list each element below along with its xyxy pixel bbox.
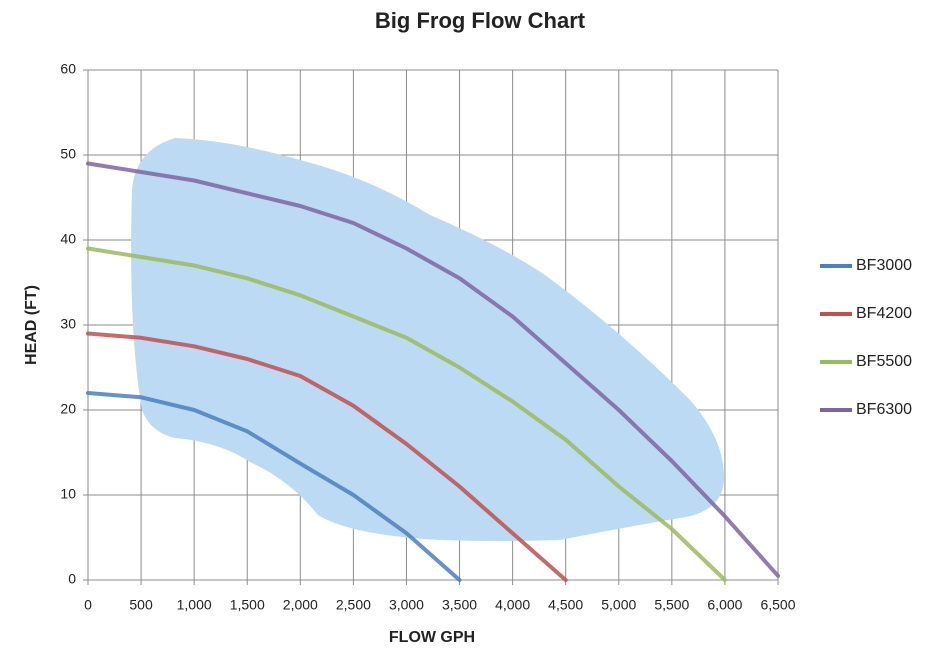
series-line <box>86 391 462 582</box>
x-tick-label: 5,000 <box>601 597 636 613</box>
legend-label: BF6300 <box>856 401 912 418</box>
x-tick-label: 5,500 <box>654 597 689 613</box>
legend-label: BF5500 <box>856 353 912 370</box>
x-tick-label: 500 <box>129 597 153 613</box>
legend-label: BF4200 <box>856 305 912 322</box>
x-tick-label: 1,500 <box>230 597 265 613</box>
legend: BF3000 BF4200 BF5500 BF6300 <box>820 257 912 418</box>
chart-title: Big Frog Flow Chart <box>375 8 586 33</box>
y-tick-label: 40 <box>60 231 76 247</box>
x-tick-label: 6,500 <box>760 597 795 613</box>
legend-label: BF3000 <box>856 257 912 274</box>
series-line <box>86 161 780 578</box>
operating-region <box>131 138 725 541</box>
x-tick-label: 0 <box>84 597 92 613</box>
x-tick-label: 3,500 <box>442 597 477 613</box>
y-tick-label: 10 <box>60 486 76 502</box>
y-tick-label: 50 <box>60 146 76 162</box>
series-line <box>86 331 568 582</box>
x-tick-label: 3,000 <box>389 597 424 613</box>
series-line <box>86 246 727 582</box>
y-tick-label: 0 <box>68 571 76 587</box>
plot-area <box>86 161 780 582</box>
y-tick-label: 20 <box>60 401 76 417</box>
x-tick-label: 2,500 <box>336 597 371 613</box>
x-axis-title: FLOW GPH <box>389 629 475 646</box>
y-tick-label: 30 <box>60 316 76 332</box>
x-tick-label: 2,000 <box>283 597 318 613</box>
y-axis-title: HEAD (FT) <box>23 285 40 365</box>
x-tick-label: 4,000 <box>495 597 530 613</box>
x-tick-label: 4,500 <box>548 597 583 613</box>
y-tick-label: 60 <box>60 61 76 77</box>
x-tick-label: 6,000 <box>707 597 742 613</box>
x-tick-label: 1,000 <box>177 597 212 613</box>
